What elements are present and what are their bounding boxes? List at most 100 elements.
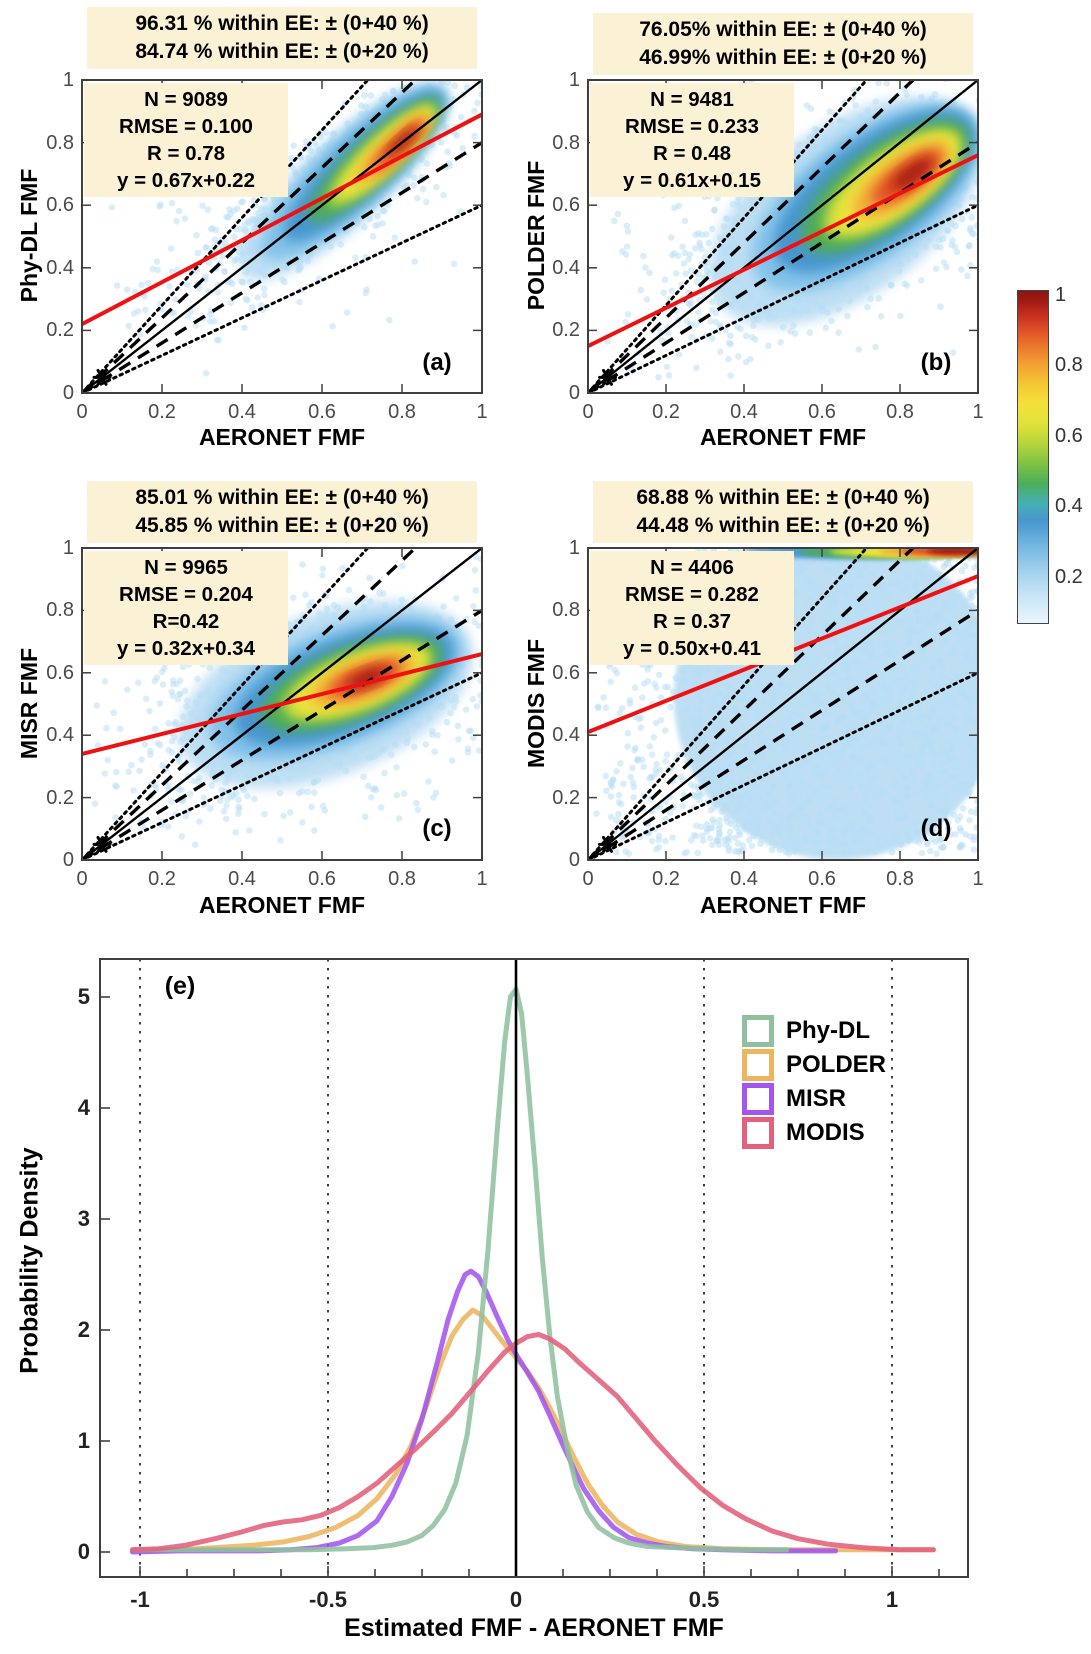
tick-label: 0.6 bbox=[808, 401, 836, 423]
stats-box-panel-a: N = 9089 RMSE = 0.100 R = 0.78 y = 0.67x… bbox=[84, 83, 288, 197]
panel-e-plot bbox=[99, 958, 969, 1578]
tick-label: 0.5 bbox=[688, 1587, 720, 1612]
tick-label: 0.8 bbox=[46, 599, 74, 622]
tick-label: 0 bbox=[509, 1587, 523, 1612]
panel-letter-d: (d) bbox=[920, 815, 952, 842]
tick-label: 0.4 bbox=[552, 724, 580, 747]
tick-label: 1 bbox=[77, 1428, 90, 1453]
tick-label: 0.6 bbox=[308, 868, 336, 890]
legend-item-misr: MISR bbox=[742, 1082, 886, 1116]
legend-label: Phy-DL bbox=[786, 1017, 870, 1044]
stat-line: N = 9965 bbox=[144, 556, 228, 579]
tick-label: 0.2 bbox=[46, 319, 74, 342]
colorbar-tick-label: 0.4 bbox=[1055, 495, 1083, 517]
stat-line: y = 0.67x+0.22 bbox=[117, 169, 255, 192]
tick-label: 0 bbox=[77, 1539, 90, 1564]
ee-header-panel-d: 68.88 % within EE: ± (0+40 %) 44.48 % wi… bbox=[593, 481, 973, 543]
stat-line: R = 0.37 bbox=[652, 610, 732, 633]
tick-label: 0 bbox=[568, 382, 580, 404]
tick-label: 0.4 bbox=[730, 868, 758, 890]
density-colorbar bbox=[1017, 290, 1049, 624]
colorbar-tick-label: 1 bbox=[1055, 284, 1067, 306]
tick-label: 0.8 bbox=[886, 868, 914, 890]
ee-header-panel-a: 96.31 % within EE: ± (0+40 %) 84.74 % wi… bbox=[87, 7, 477, 69]
stat-line: RMSE = 0.233 bbox=[625, 115, 759, 138]
legend-swatch-misr bbox=[742, 1083, 774, 1115]
tick-label: 0.6 bbox=[308, 401, 336, 423]
xaxis-label-panel-e: Estimated FMF - AERONET FMF bbox=[344, 1614, 724, 1642]
xaxis-label-panel-a: AERONET FMF bbox=[198, 424, 366, 450]
stat-line: R = 0.78 bbox=[146, 142, 226, 165]
tick-label: -0.5 bbox=[309, 1587, 347, 1612]
stats-box-panel-b: N = 9481 RMSE = 0.233 R = 0.48 y = 0.61x… bbox=[590, 83, 794, 197]
stat-line: RMSE = 0.100 bbox=[119, 115, 253, 138]
stat-line: R=0.42 bbox=[152, 610, 220, 633]
tick-label: 4 bbox=[77, 1095, 90, 1120]
tick-label: 0 bbox=[62, 849, 74, 871]
tick-label: 1 bbox=[62, 537, 74, 559]
tick-label: 0.2 bbox=[46, 786, 74, 809]
ee-header-panel-b: 76.05% within EE: ± (0+40 %) 46.99% with… bbox=[593, 13, 973, 75]
tick-label: 1 bbox=[62, 69, 74, 91]
xaxis-label-panel-d: AERONET FMF bbox=[699, 892, 867, 918]
colorbar-tick-label: 0.6 bbox=[1055, 425, 1083, 447]
tick-label: 0 bbox=[582, 868, 594, 890]
tick-label: 0.4 bbox=[228, 868, 256, 890]
legend: Phy-DL POLDER MISR MODIS bbox=[742, 1014, 886, 1150]
yaxis-label-panel-b: POLDER FMF bbox=[523, 160, 549, 311]
tick-label: 1 bbox=[568, 69, 580, 91]
stat-line: RMSE = 0.204 bbox=[119, 583, 253, 606]
ee-header-line: 76.05% within EE: ± (0+40 %) bbox=[639, 18, 927, 41]
legend-label: MODIS bbox=[786, 1119, 865, 1146]
ee-header-line: 68.88 % within EE: ± (0+40 %) bbox=[636, 486, 930, 509]
xaxis-label-panel-b: AERONET FMF bbox=[699, 424, 867, 450]
ee-header-line: 96.31 % within EE: ± (0+40 %) bbox=[135, 12, 429, 35]
tick-label: 0.2 bbox=[652, 401, 680, 423]
tick-label: 0 bbox=[76, 868, 88, 890]
tick-label: 0.8 bbox=[388, 868, 416, 890]
xaxis-label-panel-c: AERONET FMF bbox=[198, 892, 366, 918]
tick-label: 0.6 bbox=[552, 194, 580, 217]
panel-letter-a: (a) bbox=[422, 349, 452, 376]
tick-label: 0 bbox=[568, 849, 580, 871]
panel-letter-b: (b) bbox=[920, 349, 952, 376]
tick-label: 0.8 bbox=[552, 131, 580, 154]
tick-label: 0.6 bbox=[808, 868, 836, 890]
legend-label: POLDER bbox=[786, 1051, 887, 1078]
tick-label: 0.4 bbox=[46, 256, 74, 279]
tick-label: 0.8 bbox=[886, 401, 914, 423]
stat-line: N = 9481 bbox=[650, 88, 734, 111]
tick-label: 1 bbox=[476, 868, 488, 890]
tick-label: 2 bbox=[77, 1317, 90, 1342]
ee-header-panel-c: 85.01 % within EE: ± (0+40 %) 45.85 % wi… bbox=[87, 481, 477, 543]
tick-label: 0.4 bbox=[730, 401, 758, 423]
legend-label: MISR bbox=[786, 1085, 846, 1112]
stat-line: RMSE = 0.282 bbox=[625, 583, 759, 606]
stat-line: N = 9089 bbox=[144, 88, 228, 111]
yaxis-label-panel-a: Phy-DL FMF bbox=[16, 168, 42, 303]
tick-label: 0.6 bbox=[552, 661, 580, 684]
tick-label: 1 bbox=[476, 401, 488, 423]
stat-line: y = 0.50x+0.41 bbox=[623, 637, 761, 660]
legend-item-phy-dl: Phy-DL bbox=[742, 1014, 886, 1048]
legend-swatch-phy-dl bbox=[742, 1015, 774, 1047]
tick-label: 0.2 bbox=[552, 319, 580, 342]
tick-label: 1 bbox=[568, 537, 580, 559]
stat-line: N = 4406 bbox=[650, 556, 734, 579]
tick-label: 0.4 bbox=[46, 724, 74, 747]
tick-label: 0 bbox=[582, 401, 594, 423]
tick-label: 0.6 bbox=[46, 194, 74, 217]
tick-label: 5 bbox=[77, 984, 90, 1009]
panel-letter-e: (e) bbox=[164, 972, 196, 1000]
yaxis-label-panel-c: MISR FMF bbox=[16, 647, 42, 760]
stats-box-panel-c: N = 9965 RMSE = 0.204 R=0.42 y = 0.32x+0… bbox=[84, 551, 288, 665]
legend-item-modis: MODIS bbox=[742, 1116, 886, 1150]
tick-label: 1 bbox=[972, 401, 984, 423]
colorbar-tick-label: 0.8 bbox=[1055, 354, 1083, 376]
tick-label: 0.2 bbox=[148, 401, 176, 423]
tick-label: 0.2 bbox=[552, 786, 580, 809]
ee-header-line: 84.74 % within EE: ± (0+20 %) bbox=[135, 40, 429, 63]
ee-header-line: 45.85 % within EE: ± (0+20 %) bbox=[135, 514, 429, 537]
tick-label: 0.2 bbox=[148, 868, 176, 890]
